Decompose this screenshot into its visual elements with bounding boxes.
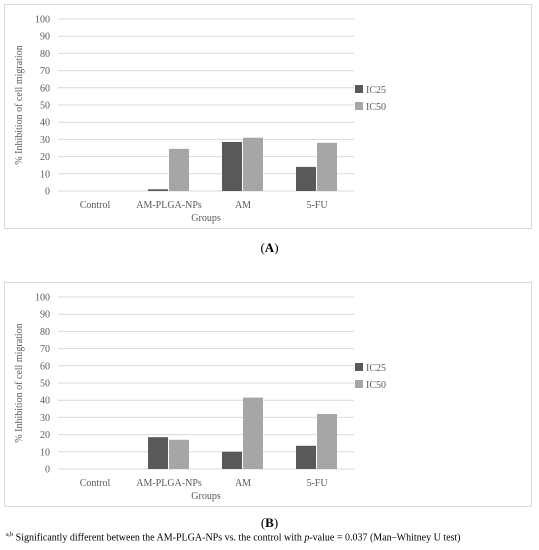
chart-a-y-tick-label: 20 — [40, 152, 50, 163]
panel-label-b: (B) — [0, 515, 539, 531]
chart-b-y-tick-label: 100 — [35, 293, 50, 304]
chart-a-bar-ic50-am-plga-nps — [169, 148, 189, 191]
footnote-text-before: Significantly different between the AM-P… — [13, 532, 305, 544]
chart-a-x-tick-label: Control — [80, 200, 111, 211]
chart-a-y-tick-label: 50 — [40, 101, 50, 112]
chart-a-y-tick-label: 40 — [40, 118, 50, 129]
panel-a-open: ( — [260, 240, 265, 255]
chart-a-y-tick-label: 70 — [40, 66, 50, 77]
panel-label-a: (A) — [0, 240, 539, 256]
panel-a-close: ) — [274, 240, 279, 255]
chart-b-x-axis-title: Groups — [191, 491, 221, 502]
chart-b-legend-swatch-ic50 — [355, 380, 363, 388]
chart-a-y-tick-label: 60 — [40, 83, 50, 94]
chart-b-legend-label-ic50: IC50 — [366, 380, 386, 391]
chart-b-y-tick-label: 70 — [40, 344, 50, 355]
chart-a-x-tick-label: AM — [235, 200, 251, 211]
footnote-superscript: a,b — [6, 532, 14, 538]
chart-b-bar-ic25-am — [222, 451, 242, 469]
chart-b-bar-ic50-am-plga-nps — [169, 439, 189, 469]
chart-a-y-axis-title: % Inhibition of cell migration — [14, 45, 25, 164]
chart-a-y-tick-label: 80 — [40, 49, 50, 60]
chart-a-y-tick-label: 10 — [40, 169, 50, 180]
chart-b-y-tick-label: 20 — [40, 430, 50, 441]
chart-a-bar-ic50-5-fu — [317, 142, 337, 191]
chart-a-bar-ic50-am — [243, 137, 263, 191]
chart-b-x-tick-label: AM-PLGA-NPs — [136, 478, 202, 489]
chart-b-y-tick-label: 50 — [40, 379, 50, 390]
chart-b-bar-ic25-am-plga-nps — [148, 437, 168, 469]
chart-b-y-tick-label: 40 — [40, 396, 50, 407]
chart-b-y-tick-label: 80 — [40, 327, 50, 338]
chart-b-y-tick-label: 0 — [45, 465, 50, 476]
chart-b-y-tick-label: 90 — [40, 310, 50, 321]
chart-b-x-tick-label: Control — [80, 478, 111, 489]
chart-a-y-tick-label: 30 — [40, 135, 50, 146]
chart-b-bar-ic25-5-fu — [296, 445, 316, 469]
chart-a-y-tick-label: 0 — [45, 187, 50, 198]
chart-a-bar-ic25-5-fu — [296, 166, 316, 191]
footnote-p-italic: p — [304, 532, 310, 544]
chart-b-legend-label-ic25: IC25 — [366, 363, 386, 374]
chart-a-legend-swatch-ic25 — [355, 85, 363, 93]
chart-b: 0 10 20 30 40 50 60 70 80 90 100 Control AM-PLGA-NPs… — [14, 293, 386, 503]
chart-a-y-tick-label: 100 — [35, 15, 50, 26]
chart-b-y-tick-label: 60 — [40, 361, 50, 372]
chart-a: 0 10 20 30 40 50 60 70 80 90 100 Control AM-PLGA-NPs… — [14, 15, 386, 225]
chart-a-bar-ic25-am — [222, 141, 242, 191]
chart-a-area: 0 10 20 30 40 50 60 70 80 90 100 Control AM-PLGA-NPs… — [4, 4, 532, 229]
footnote-text-after: -value = 0.037 (Man–Whitney U test) — [309, 532, 461, 544]
panel-b-letter: B — [265, 515, 274, 530]
panel-b-open: ( — [260, 515, 266, 530]
chart-a-y-tick-label: 90 — [40, 32, 50, 43]
chart-a-x-axis-title: Groups — [191, 213, 221, 224]
chart-a-legend-swatch-ic50 — [355, 102, 363, 110]
chart-b-x-tick-label: AM — [235, 478, 251, 489]
chart-a-x-tick-label: AM-PLGA-NPs — [136, 200, 202, 211]
chart-b-y-axis-title: % Inhibition of cell migration — [14, 323, 25, 442]
chart-b-bar-ic50-5-fu — [317, 413, 337, 469]
chart-a-legend-label-ic25: IC25 — [366, 85, 386, 96]
chart-b-area: 0 10 20 30 40 50 60 70 80 90 100 Control AM-PLGA-NPs… — [4, 282, 532, 507]
chart-a-legend-label-ic50: IC50 — [366, 102, 386, 113]
panel-a-letter: A — [264, 240, 275, 255]
chart-b-legend-swatch-ic25 — [355, 363, 363, 371]
footnote: a,b Significantly different between the … — [6, 532, 536, 543]
chart-b-x-tick-label: 5-FU — [306, 478, 328, 489]
chart-b-y-tick-label: 10 — [40, 447, 50, 458]
chart-b-y-tick-label: 30 — [40, 413, 50, 424]
chart-a-bar-ic25-am-plga-nps — [148, 189, 168, 191]
chart-a-x-tick-label: 5-FU — [306, 200, 328, 211]
chart-b-bar-ic50-am — [243, 397, 263, 469]
panel-b-close: ) — [273, 515, 279, 530]
